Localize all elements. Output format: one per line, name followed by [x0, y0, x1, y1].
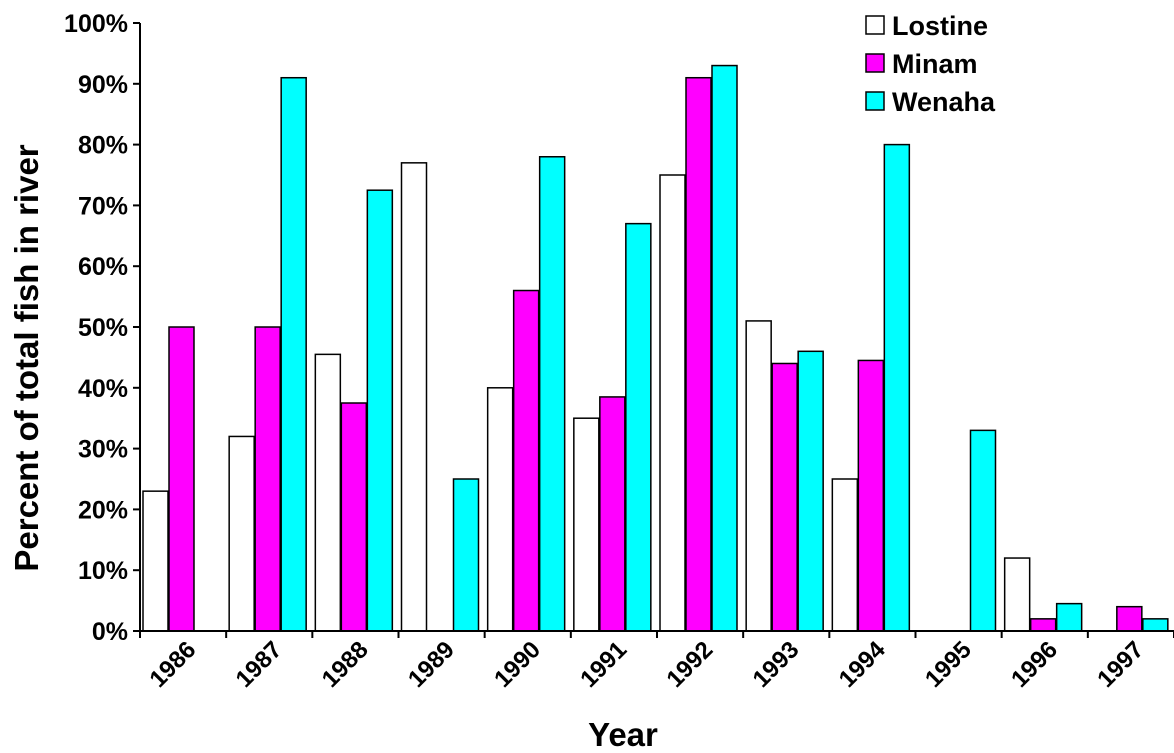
bar-lostine-1991	[573, 417, 600, 632]
y-tick-label: 70%	[78, 192, 128, 220]
bar-wenaha-1991	[625, 222, 652, 632]
x-tick-label: 1989	[403, 636, 460, 693]
legend: Lostine Minam Wenaha	[865, 11, 996, 117]
bar-wenaha-1992	[711, 64, 738, 632]
y-axis-title: Percent of total fish in river	[8, 144, 45, 571]
bar-lostine-1986	[142, 490, 169, 632]
legend-label-minam: Minam	[892, 49, 978, 79]
y-tick-label: 40%	[78, 375, 128, 403]
plot-area: 0% 10% 20% 30% 40% 50% 60% 70% 80% 90% 100% 1986 198…	[64, 10, 1174, 693]
y-tick-label: 80%	[78, 132, 128, 160]
bar-lostine-1993	[745, 320, 772, 632]
x-tick-label: 1991	[575, 636, 632, 693]
legend-swatch-wenaha	[865, 91, 885, 111]
bar-wenaha-1993	[797, 350, 824, 632]
x-tick-label: 1990	[489, 636, 546, 693]
bar-wenaha-1995	[969, 429, 997, 632]
x-tick-label: 1992	[661, 636, 718, 693]
y-tick-label: 50%	[78, 314, 128, 342]
x-tick-label: 1987	[231, 636, 288, 693]
y-tick-label: 10%	[78, 557, 128, 585]
y-tick-label: 100%	[64, 10, 128, 38]
y-tick-label: 90%	[78, 71, 128, 99]
legend-swatch-minam	[865, 53, 885, 73]
legend-swatch-lostine	[865, 15, 885, 35]
y-tick-label: 0%	[92, 618, 128, 646]
bar-wenaha-1987	[280, 76, 307, 632]
bar-lostine-1996	[1003, 557, 1031, 632]
bar-minam-1986	[168, 326, 195, 632]
bar-wenaha-1989	[452, 478, 480, 632]
bar-wenaha-1996	[1055, 602, 1083, 632]
bar-lostine-1988	[314, 353, 342, 632]
bar-wenaha-1994	[883, 143, 911, 632]
bar-minam-1997	[1116, 605, 1143, 632]
y-tick-label: 30%	[78, 436, 128, 464]
bar-minam-1992	[685, 76, 712, 632]
y-tick-label: 60%	[78, 253, 128, 281]
bar-minam-1993	[771, 362, 798, 632]
bar-minam-1987	[254, 326, 281, 632]
x-tick-label: 1986	[144, 636, 201, 693]
x-axis-title: Year	[588, 716, 658, 753]
x-tick-label: 1988	[317, 636, 374, 693]
x-tick-label: 1995	[920, 636, 977, 693]
bar-minam-1990	[512, 289, 540, 632]
x-tick-label: 1996	[1006, 636, 1063, 693]
bar-wenaha-1997	[1142, 618, 1169, 632]
bar-wenaha-1988	[366, 189, 394, 632]
bar-minam-1994	[857, 359, 885, 632]
x-tick-label: 1993	[748, 636, 805, 693]
bar-minam-1996	[1029, 618, 1057, 632]
x-tick-label: 1994	[834, 636, 891, 693]
bar-wenaha-1990	[538, 156, 566, 632]
bar-lostine-1992	[659, 174, 686, 632]
bar-minam-1988	[340, 402, 368, 632]
bar-minam-1991	[599, 396, 626, 632]
bar-lostine-1994	[831, 478, 859, 632]
y-tick-label: 20%	[78, 496, 128, 524]
x-tick-label: 1997	[1092, 636, 1149, 693]
bar-lostine-1989	[400, 162, 428, 632]
legend-label-lostine: Lostine	[892, 11, 988, 41]
bar-lostine-1987	[228, 435, 255, 632]
legend-label-wenaha: Wenaha	[892, 87, 996, 117]
bar-lostine-1990	[486, 387, 514, 632]
